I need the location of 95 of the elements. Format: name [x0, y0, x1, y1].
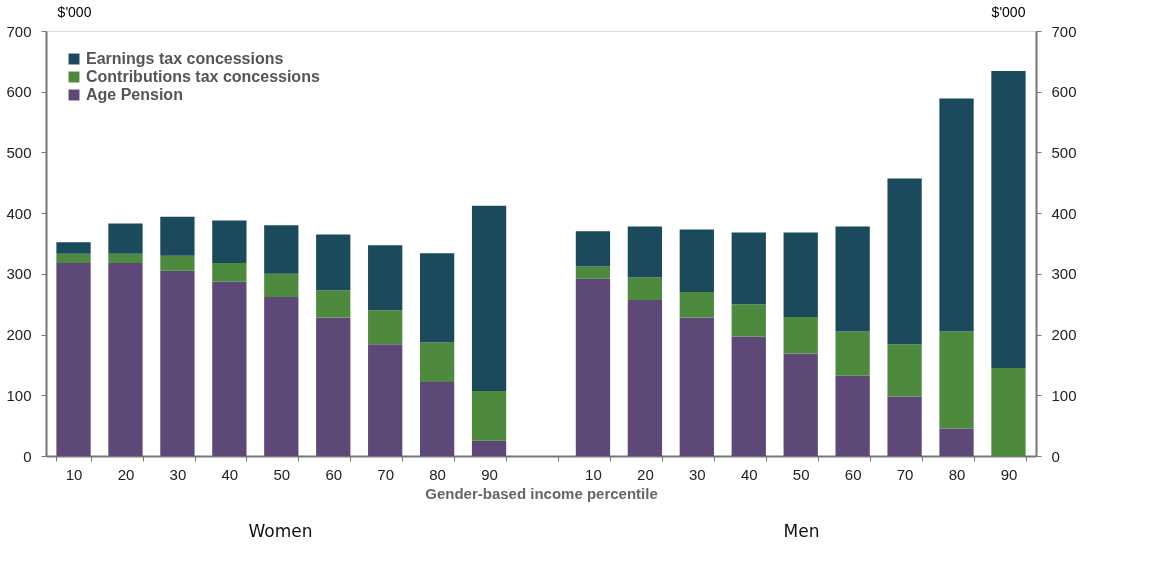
bar — [627, 277, 663, 300]
bar — [731, 304, 766, 337]
text: Women — [248, 521, 313, 541]
y-tick-label: 500 — [6, 143, 32, 161]
bar — [160, 255, 195, 271]
y-tick-label: 300 — [6, 265, 32, 283]
x-tick-label: 40 — [740, 465, 758, 483]
legend-label: Earnings tax concessions — [86, 50, 284, 67]
bar — [368, 310, 403, 345]
y-tick-label: 200 — [6, 326, 32, 344]
bar — [991, 367, 1026, 456]
x-tick-label: 90 — [1000, 465, 1018, 483]
text: Men — [783, 521, 820, 541]
x-tick-label: 60 — [325, 465, 343, 483]
bar — [627, 299, 663, 456]
bar — [419, 253, 455, 343]
bar — [939, 331, 974, 429]
bar — [887, 344, 922, 397]
bar — [212, 281, 247, 456]
y-tick-label: 0 — [23, 447, 32, 465]
bar — [679, 229, 714, 293]
bar — [108, 262, 143, 456]
bar — [56, 242, 91, 254]
x-tick-label: 20 — [117, 465, 135, 483]
y2-tick-label: 500 — [1051, 143, 1077, 161]
bar — [108, 253, 143, 263]
bar — [939, 428, 974, 456]
bar — [575, 266, 611, 279]
bar — [731, 232, 766, 305]
x-tick-label: 70 — [896, 465, 914, 483]
y-axis-title: $'000 — [57, 3, 92, 20]
y2-tick-label: 100 — [1051, 386, 1077, 404]
bar — [56, 253, 91, 263]
bar — [575, 231, 611, 267]
x-tick-label: 70 — [377, 465, 395, 483]
y2-tick-label: 400 — [1051, 204, 1077, 222]
bar — [264, 296, 299, 456]
x-tick-label: 10 — [65, 465, 83, 483]
bar — [108, 223, 143, 254]
y-tick-label: 600 — [6, 83, 32, 101]
bar — [56, 262, 91, 456]
bar — [991, 71, 1026, 368]
x-tick-label: 40 — [221, 465, 239, 483]
x-tick-label: 30 — [169, 465, 187, 483]
y2-tick-label: 0 — [1051, 447, 1060, 465]
bar — [368, 344, 403, 456]
bar — [264, 225, 299, 274]
bar — [887, 396, 922, 456]
x-tick-label: 30 — [688, 465, 706, 483]
bar — [471, 391, 507, 441]
bar — [316, 234, 351, 291]
x-tick-label: 80 — [948, 465, 966, 483]
bar — [783, 353, 818, 456]
bar — [316, 290, 351, 318]
y2-tick-label: 200 — [1051, 326, 1077, 344]
bar — [783, 316, 818, 354]
x-tick-label: 10 — [585, 465, 602, 483]
bar — [160, 270, 195, 456]
bar — [212, 220, 247, 263]
bar — [887, 178, 922, 345]
bar — [627, 226, 663, 278]
y2-tick-label: 300 — [1051, 265, 1077, 283]
y-tick-label: 700 — [6, 22, 32, 40]
bar — [575, 278, 611, 456]
x-tick-label: 90 — [481, 465, 498, 483]
bar — [835, 226, 870, 332]
bar — [679, 292, 714, 318]
bar — [471, 205, 507, 392]
x-tick-label: 80 — [429, 465, 446, 483]
legend-label: Contributions tax concessions — [86, 68, 320, 85]
bar — [471, 440, 507, 456]
bar — [419, 342, 455, 382]
x-axis-title: Gender-based income percentile — [425, 484, 658, 502]
bar — [835, 375, 870, 456]
bar — [835, 331, 870, 376]
bar — [212, 262, 247, 282]
bar — [419, 381, 455, 456]
bar — [160, 216, 195, 256]
bar — [731, 336, 766, 456]
y2-tick-label: 600 — [1051, 83, 1077, 101]
x-tick-label: 60 — [844, 465, 862, 483]
bar — [939, 98, 974, 332]
y2-axis-title: $'000 — [991, 3, 1026, 20]
legend-label: Age Pension — [86, 86, 183, 103]
bar — [783, 232, 818, 317]
bar — [679, 317, 714, 456]
bar — [316, 317, 351, 456]
bar — [368, 245, 403, 311]
x-tick-label: 50 — [273, 465, 291, 483]
y-tick-label: 100 — [6, 386, 32, 404]
x-tick-label: 20 — [637, 465, 654, 483]
y-tick-label: 400 — [6, 204, 32, 222]
bar — [264, 273, 299, 297]
y2-tick-label: 700 — [1051, 22, 1077, 40]
x-tick-label: 50 — [792, 465, 810, 483]
